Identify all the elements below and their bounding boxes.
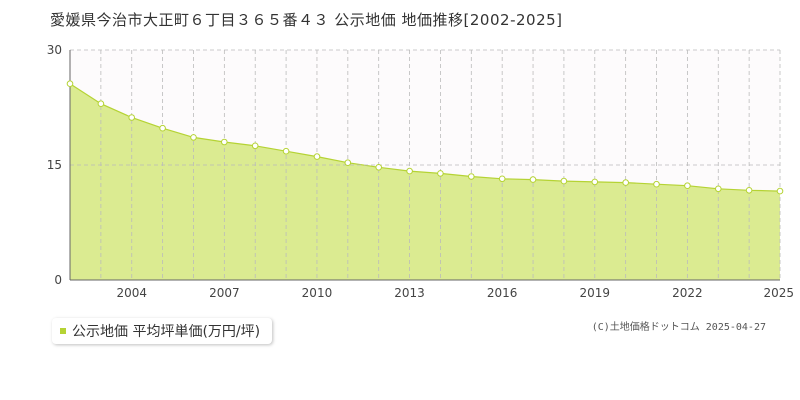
data-point — [344, 159, 352, 166]
axes-layer — [69, 50, 780, 281]
copyright-text: (C)土地価格ドットコム 2025-04-27 — [591, 322, 766, 333]
legend-marker — [60, 328, 66, 334]
data-point — [97, 100, 105, 107]
x-tick-label: 2010 — [302, 286, 333, 300]
x-tick-label: 2013 — [394, 286, 425, 300]
legend-label: 公示地価 平均坪単価(万円/坪) — [72, 324, 261, 340]
x-tick-label: 2022 — [672, 286, 703, 300]
series-line — [69, 83, 781, 192]
data-point — [684, 182, 691, 189]
legend: 公示地価 平均坪単価(万円/坪) — [52, 318, 273, 344]
data-point — [715, 185, 722, 193]
x-tick-label: 2025 — [763, 286, 794, 300]
data-point — [282, 147, 290, 155]
data-point — [190, 134, 197, 141]
data-point — [745, 187, 753, 194]
x-tick-label: 2016 — [487, 286, 518, 300]
area-layer — [69, 83, 781, 280]
data-point — [591, 178, 599, 186]
data-point — [251, 142, 259, 150]
chart-title: 愛媛県今治市大正町６丁目３６５番４３ 公示地価 地価推移[2002-2025] — [50, 11, 563, 29]
x-tick-label: 2004 — [116, 286, 147, 300]
grid-layer — [70, 49, 781, 280]
data-point — [221, 138, 228, 146]
data-point — [776, 187, 784, 195]
x-tick-label: 2007 — [209, 286, 240, 300]
data-point — [653, 180, 660, 188]
data-point — [159, 124, 166, 132]
data-point — [498, 175, 506, 183]
data-point — [622, 179, 630, 186]
area-fill — [70, 83, 780, 280]
data-point — [529, 176, 537, 183]
y-tick-label: 30 — [47, 43, 62, 57]
data-point — [66, 80, 74, 87]
data-point — [375, 164, 383, 171]
y-tick-label: 15 — [47, 158, 62, 172]
data-point — [560, 177, 568, 185]
data-point — [406, 167, 413, 175]
y-tick-label: 0 — [54, 273, 62, 287]
data-point — [437, 170, 444, 177]
x-tick-label: 2019 — [580, 286, 611, 300]
tick-labels-layer: 0 15 30 2004 2007 2010 2013 2016 2019 2022 2025 — [47, 43, 794, 300]
data-point — [468, 173, 475, 180]
data-point — [128, 114, 135, 121]
points-layer — [66, 80, 784, 195]
data-point — [313, 153, 321, 160]
